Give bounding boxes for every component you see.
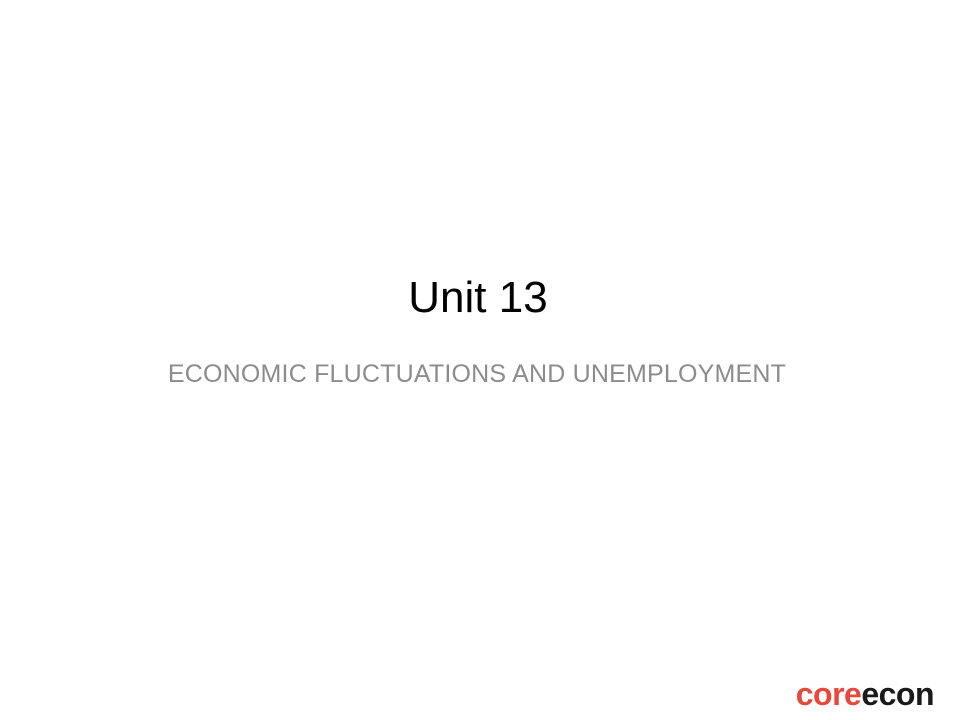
slide-subtitle: ECONOMIC FLUCTUATIONS AND UNEMPLOYMENT xyxy=(167,360,787,388)
slide-title: Unit 13 xyxy=(408,273,548,322)
coreecon-logo: coreecon xyxy=(795,674,935,714)
logo-econ-text: econ xyxy=(861,676,934,712)
logo-core-text: core xyxy=(795,676,862,712)
